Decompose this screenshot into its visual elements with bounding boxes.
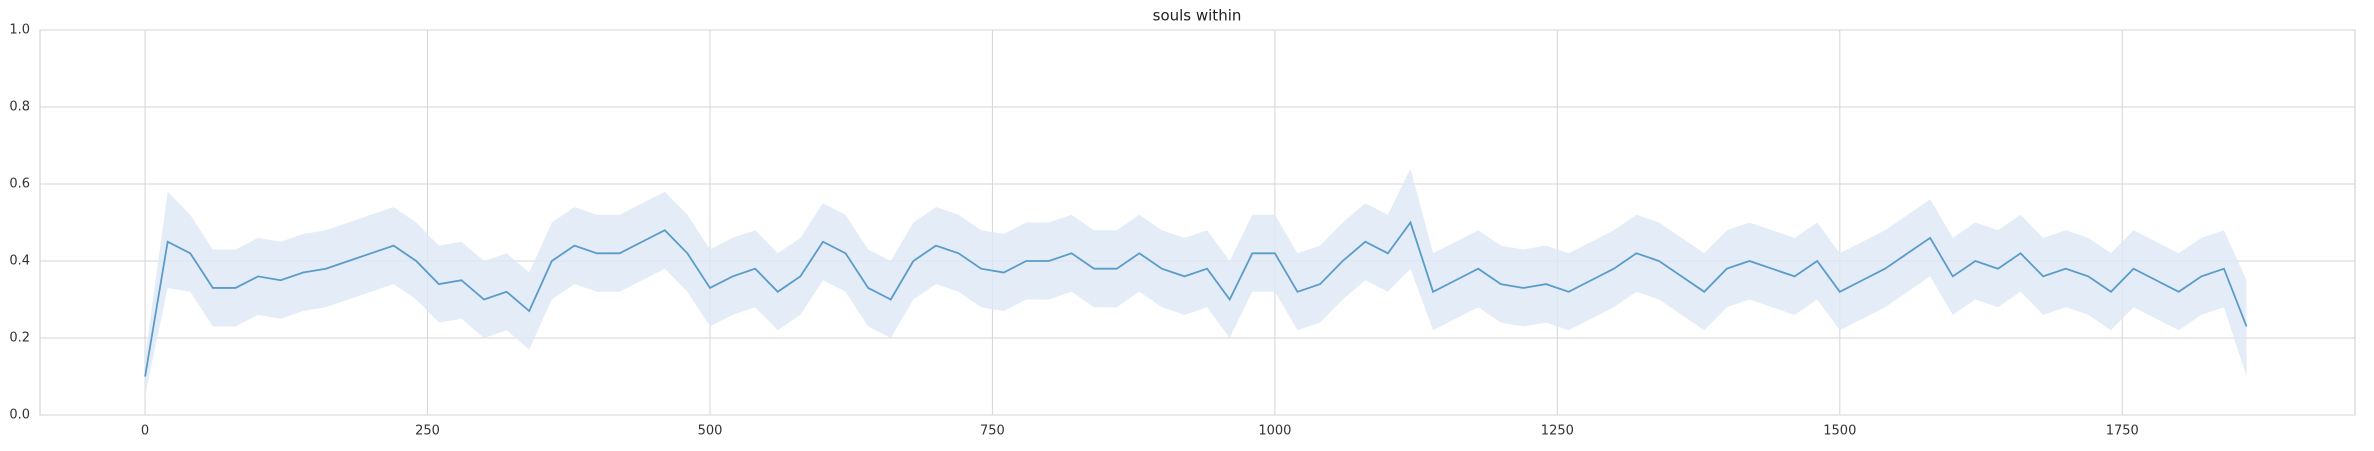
x-tick-label: 1500 xyxy=(1823,424,1856,439)
y-tick-label: 0.8 xyxy=(9,100,30,115)
line xyxy=(144,220,2248,377)
y-tick-label: 0.0 xyxy=(9,408,30,423)
x-tick-label: 1000 xyxy=(1258,424,1291,439)
y-tick-label: 0.2 xyxy=(9,331,30,346)
x-tick-label: 1250 xyxy=(1541,424,1574,439)
x-tick-label: 250 xyxy=(415,424,440,439)
x-tick-label: 0 xyxy=(141,424,149,439)
x-tick-label: 1750 xyxy=(2106,424,2139,439)
x-tick-label: 750 xyxy=(980,424,1005,439)
y-tick-label: 0.4 xyxy=(9,254,30,269)
chart-title: souls within xyxy=(1153,7,1242,25)
y-tick-label: 1.0 xyxy=(9,23,30,38)
x-tick-label: 500 xyxy=(698,424,723,439)
confidence-band xyxy=(145,168,2247,396)
y-tick-label: 0.6 xyxy=(9,177,30,192)
